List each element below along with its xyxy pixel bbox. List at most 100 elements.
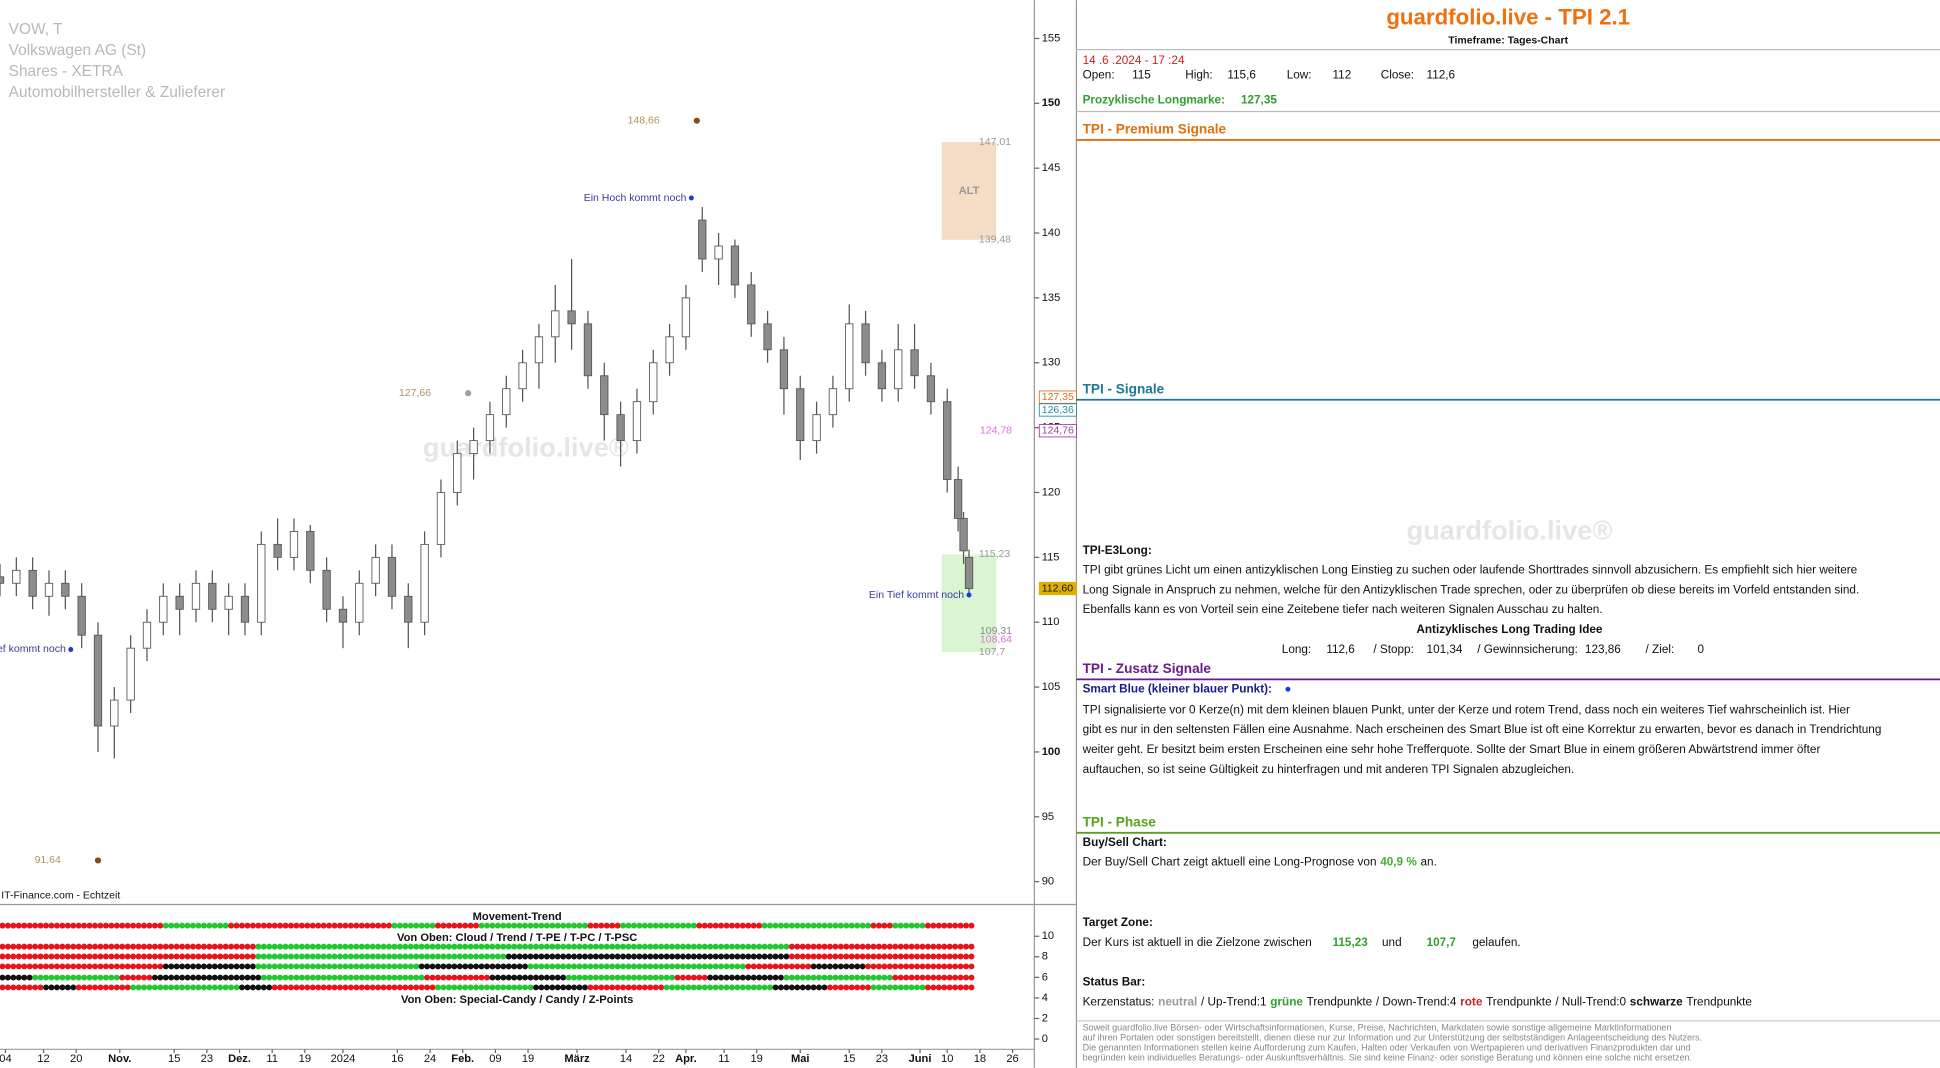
trend-dot — [571, 974, 578, 981]
trend-dot — [658, 984, 665, 991]
trend-dot — [462, 922, 469, 929]
trend-dot — [402, 984, 409, 991]
trend-dot — [119, 943, 126, 950]
trend-dot — [712, 963, 719, 970]
trend-dot — [826, 922, 833, 929]
trend-dot — [533, 963, 539, 970]
trend-dot — [859, 953, 866, 960]
trend-dot — [0, 974, 6, 981]
trend-dot — [451, 922, 458, 929]
trend-dot — [489, 974, 496, 981]
trend-dot — [435, 953, 441, 960]
trend-dot — [783, 922, 790, 929]
trend-dot — [380, 953, 387, 960]
trend-dot — [81, 922, 88, 929]
trend-dot — [200, 974, 207, 981]
trend-dot — [935, 963, 942, 970]
trend-dot — [141, 943, 147, 950]
trend-dot — [102, 984, 109, 991]
trend-dot — [364, 943, 371, 950]
indicator-subtitle: Von Oben: Cloud / Trend / T-PE / T-PC / … — [397, 932, 637, 944]
trend-dot — [440, 922, 447, 929]
trend-dot — [919, 922, 926, 929]
trend-dot — [603, 943, 610, 950]
trend-dot — [854, 984, 861, 991]
trend-dot — [157, 963, 164, 970]
trend-dot — [625, 922, 632, 929]
trend-dot — [908, 963, 915, 970]
trend-dot — [886, 922, 893, 929]
idea-value: 123,86 — [1585, 643, 1621, 656]
trend-dot — [663, 984, 670, 991]
trend-dot — [837, 984, 844, 991]
trend-dot — [75, 943, 82, 950]
trend-dot — [592, 974, 599, 981]
trend-dot — [511, 963, 518, 970]
trend-dot — [282, 943, 289, 950]
trend-dot — [168, 953, 175, 960]
trend-dot — [162, 963, 169, 970]
trend-dot — [963, 963, 970, 970]
trend-dot — [957, 974, 964, 981]
trend-dot — [26, 963, 33, 970]
trend-dot — [636, 974, 643, 981]
candle-body — [191, 582, 201, 610]
trend-dot — [826, 984, 833, 991]
trend-dot — [543, 953, 550, 960]
trend-dot — [146, 922, 153, 929]
candle-body — [681, 297, 691, 338]
trend-dot — [777, 953, 784, 960]
smart-blue-dot — [1285, 686, 1291, 692]
trend-dot — [342, 943, 349, 950]
text: Kerzenstatus: — [1083, 995, 1155, 1008]
trend-dot — [195, 953, 202, 960]
trend-dot — [592, 953, 599, 960]
trend-dot — [625, 953, 632, 960]
trend-dot — [571, 943, 578, 950]
section-title: TPI - Phase — [1083, 814, 1157, 829]
candle-body — [322, 569, 331, 610]
x-tick-label: 12 — [37, 1053, 49, 1065]
trend-dot — [413, 963, 420, 970]
x-tick-label: Nov. — [108, 1053, 131, 1065]
trend-dot — [206, 984, 213, 991]
trend-dot — [424, 984, 431, 991]
trend-dot — [647, 963, 654, 970]
idea-value: 0 — [1698, 643, 1705, 656]
price-tag-label: 112,60 — [1042, 582, 1073, 594]
trend-dot — [745, 953, 752, 960]
trend-dot — [679, 953, 686, 960]
trend-dot — [957, 922, 964, 929]
trend-dot — [10, 984, 17, 991]
trend-dot — [647, 974, 654, 981]
trend-dot — [320, 943, 327, 950]
trend-dot — [4, 984, 11, 991]
trend-dot — [342, 984, 349, 991]
trend-dot — [43, 922, 49, 929]
ohlc-value: 115,6 — [1227, 69, 1256, 82]
trend-dot — [113, 943, 120, 950]
trend-dot — [707, 953, 714, 960]
trend-dot — [337, 943, 343, 950]
trend-dot — [663, 953, 670, 960]
trend-dot — [816, 963, 823, 970]
trend-dot — [48, 984, 55, 991]
candle-body — [77, 595, 86, 636]
trend-dot — [805, 984, 812, 991]
trend-dot — [892, 963, 899, 970]
trend-dot — [886, 943, 893, 950]
trend-dot — [391, 953, 398, 960]
candle-body — [583, 323, 593, 377]
trend-dot — [685, 943, 692, 950]
trend-dot — [505, 984, 512, 991]
trend-dot — [435, 963, 441, 970]
trend-dot — [4, 974, 11, 981]
trend-dot — [211, 984, 218, 991]
x-tick-label: 2024 — [331, 1053, 356, 1065]
trend-dot — [734, 963, 741, 970]
trend-dot — [952, 974, 959, 981]
trend-dot — [70, 943, 77, 950]
trend-dot — [505, 963, 512, 970]
trend-dot — [865, 922, 872, 929]
